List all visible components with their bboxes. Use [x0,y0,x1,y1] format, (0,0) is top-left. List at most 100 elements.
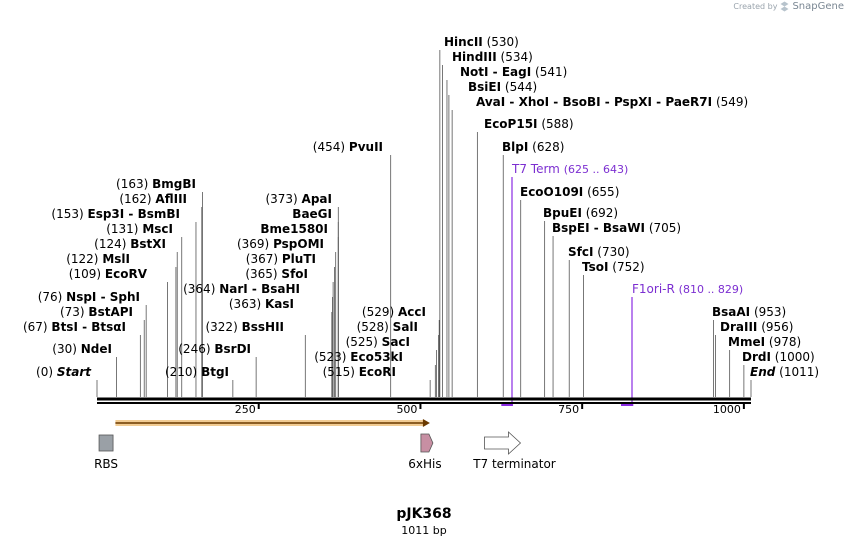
enzyme-name-afliii: AflIII [155,192,187,206]
site-label-sali: (528) SalI [357,320,418,334]
site-position: (369) [237,237,269,251]
site-label-kasi: (363) KasI [229,297,294,311]
site-position: (322) [205,320,237,334]
enzyme-name-bsrdi: BsrDI [214,342,251,356]
site-position: (953) [754,305,786,319]
enzyme-name-eco53ki: Eco53kI [350,350,403,364]
site-label-bpuei: BpuEI (692) [543,206,618,220]
site-position: (752) [612,260,644,274]
enzyme-name-btgi: BtgI [201,365,229,379]
site-position: (454) [313,140,345,154]
site-label-ndei: (30) NdeI [52,342,112,356]
enzyme-name-pspomi: PspOMI [273,237,324,251]
site-position: (122) [66,252,98,266]
site-label-ecoo109i: EcoO109I (655) [520,185,619,199]
enzyme-name-kasi: KasI [265,297,294,311]
enzyme-name-bsaai: BsaAI [712,305,750,319]
enzyme-name-mmei: MmeI [728,335,765,349]
site-label-btsi-bts-i: (67) BtsI - BtsαI [23,320,126,334]
site-label-mmei: MmeI (978) [728,335,801,349]
site-position: (0) [36,365,53,379]
enzyme-name-bme1580i: Bme1580I [260,222,328,236]
enzyme-name-apai: ApaI [302,192,332,206]
site-position: (549) [716,95,748,109]
enzyme-name-acci: AccI [398,305,426,319]
feature-markers: T7 Term (625 .. 643) F1ori-R (810 .. 829) [501,162,743,406]
site-label-bsshii: (322) BssHII [205,320,284,334]
enzyme-name-saci: SacI [382,335,410,349]
orf-arrowhead-icon [422,419,430,427]
site-position: (515) [323,365,355,379]
his-tag-arrow-icon [420,433,434,453]
site-position: (530) [487,35,519,49]
site-label-bme1580i: Bme1580I [260,222,328,236]
enzyme-name-bspei: BspEI [552,221,590,235]
site-label-bstapi: (73) BstAPI [60,305,133,319]
site-label-hindiii: HindIII (534) [452,50,533,64]
site-position: (246) [178,342,210,356]
site-label-saci: (525) SacI [346,335,410,349]
site-position: (109) [69,267,101,281]
site-label-blpi: BlpI (628) [502,140,564,154]
site-position: (210) [165,365,197,379]
enzyme-name-baegi: BaeGI [292,207,332,221]
site-position: (365) [245,267,277,281]
site-label-ecori: (515) EcoRI [323,365,396,379]
credit-brand: SnapGene [792,1,844,12]
site-label-drdi: DrdI (1000) [742,350,815,364]
enzyme-name-bsawi: BsaWI [603,221,645,235]
rbs-box-icon [98,434,114,452]
enzyme-name-ecori: EcoRI [359,365,396,379]
site-label-acci: (529) AccI [362,305,426,319]
enzyme-name-bstxi: BstXI [130,237,166,251]
site-position: (364) [183,282,215,296]
site-label-msci: (131) MscI [106,222,173,236]
site-label-pluti: (367) PluTI [246,252,316,266]
enzyme-name-esp3i: Esp3I [88,207,125,221]
enzyme-name-bsiei: BsiEI [468,80,501,94]
site-label-btgi: (210) BtgI [165,365,229,379]
enzyme-name-bpuei: BpuEI [543,206,582,220]
site-position: (529) [362,305,394,319]
site-position: (692) [586,206,618,220]
plasmid-name: pJK368 [396,506,452,522]
site-position: (730) [597,245,629,259]
site-position: (30) [52,342,77,356]
site-label-pvuii: (454) PvuII [313,140,383,154]
site-label-start: (0) Start [36,365,92,379]
snapgene-logo-icon [780,1,789,12]
site-position: (124) [94,237,126,251]
site-label-bstxi: (124) BstXI [94,237,166,251]
enzyme-name-sfci: SfcI [568,245,593,259]
site-position: (131) [106,222,138,236]
site-position: (655) [587,185,619,199]
enzyme-name-pluti: PluTI [282,252,316,266]
site-leader-lines [96,50,752,397]
enzyme-name-bsshii: BssHII [242,320,284,334]
tick-label-750: 750 [558,403,579,416]
enzyme-name-sali: SalI [393,320,418,334]
site-label-pspomi: (369) PspOMI [237,237,324,251]
feature-track: RBS 6xHis T7 terminator [94,431,556,471]
site-position: (541) [535,65,567,79]
site-label-bsrdi: (246) BsrDI [178,342,251,356]
tick-label-250: 250 [235,403,256,416]
site-position: (523) [314,350,346,364]
enzyme-name-bmgbi: BmgBI [152,177,196,191]
site-position: (1011) [779,365,819,379]
site-label-nspi-sphi: (76) NspI - SphI [38,290,140,304]
enzyme-name-xhoi: XhoI [519,95,550,109]
site-label-ecorv: (109) EcoRV [69,267,148,281]
enzyme-name-pvuii: PvuII [349,140,383,154]
site-position: (705) [649,221,681,235]
track-label-t7-terminator: T7 terminator [472,457,556,471]
enzyme-name-sphi: SphI [110,290,140,304]
site-label-sfoi: (365) SfoI [245,267,308,281]
site-label-nari-bsahi: (364) NarI - BsaHI [183,282,300,296]
site-position: (373) [265,192,297,206]
enzyme-name-ecoo109i: EcoO109I [520,185,583,199]
enzyme-name-pspxi: PspXI [614,95,652,109]
site-label-bsaai: BsaAI (953) [712,305,786,319]
enzyme-name-btsi: BtsI [51,320,78,334]
site-label-msli: (122) MslI [66,252,130,266]
